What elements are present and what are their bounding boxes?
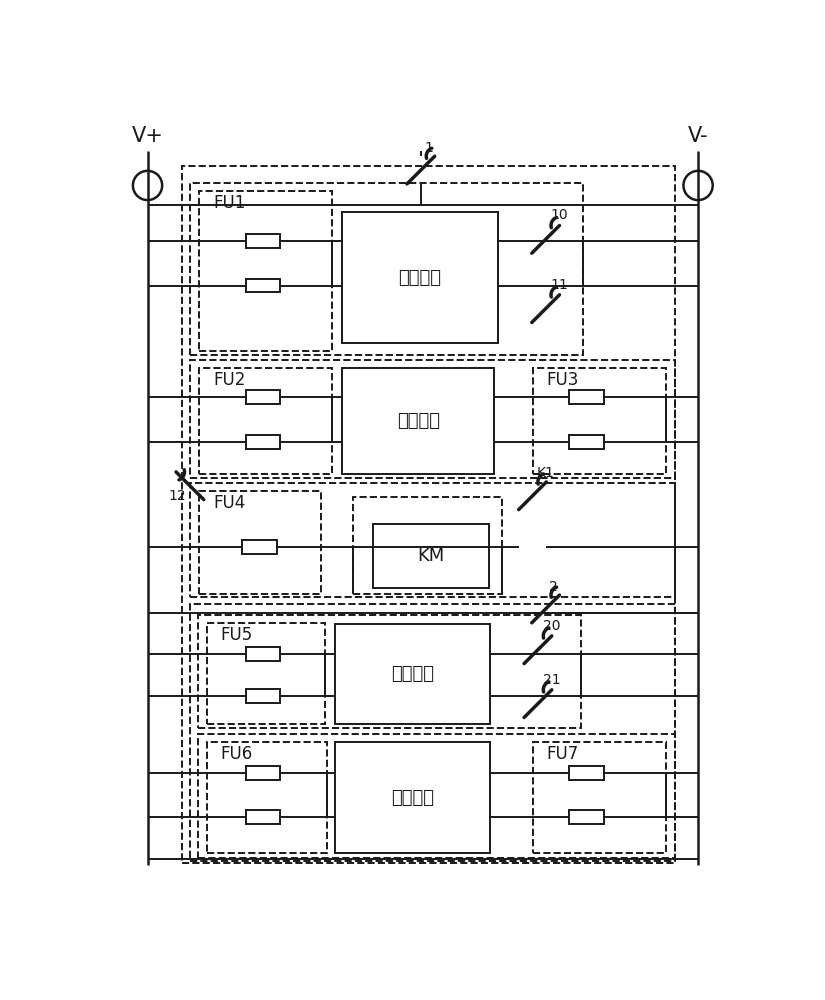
Bar <box>242 540 276 554</box>
Bar <box>207 623 324 724</box>
Text: 21: 21 <box>543 673 560 687</box>
Bar <box>199 368 332 474</box>
Bar <box>199 491 321 594</box>
Bar <box>533 368 666 474</box>
Ellipse shape <box>133 171 163 200</box>
Text: 11: 11 <box>550 278 568 292</box>
Text: FU1: FU1 <box>213 194 245 212</box>
Bar <box>246 766 280 780</box>
Text: 12: 12 <box>168 489 186 503</box>
Text: 四类负载: 四类负载 <box>391 789 434 807</box>
Text: FU2: FU2 <box>213 371 245 389</box>
Bar <box>246 279 280 292</box>
Text: 一类负载: 一类负载 <box>398 269 441 287</box>
Bar <box>198 734 675 858</box>
Bar <box>182 166 675 863</box>
Bar <box>246 689 280 703</box>
Bar <box>246 810 280 824</box>
Text: FU3: FU3 <box>546 371 579 389</box>
Ellipse shape <box>683 171 713 200</box>
Bar <box>569 766 604 780</box>
Text: FU6: FU6 <box>221 745 253 763</box>
Text: 三类负载: 三类负载 <box>391 665 434 683</box>
Bar <box>335 624 490 724</box>
Bar <box>569 390 604 404</box>
Text: FU5: FU5 <box>221 626 253 644</box>
Bar <box>246 647 280 661</box>
Text: V-: V- <box>688 126 709 146</box>
Text: V+: V+ <box>132 126 163 146</box>
Bar <box>569 810 604 824</box>
Text: 2: 2 <box>549 580 559 594</box>
Text: K1: K1 <box>536 466 554 480</box>
Bar <box>246 435 280 449</box>
Text: 1: 1 <box>425 141 434 155</box>
Bar <box>342 212 497 343</box>
Bar <box>190 360 675 478</box>
Bar <box>342 368 494 474</box>
Bar <box>190 183 582 355</box>
Text: 二类负载: 二类负载 <box>397 412 440 430</box>
Bar <box>198 615 581 728</box>
Bar <box>199 191 332 351</box>
Bar <box>373 524 488 588</box>
Text: KM: KM <box>417 547 445 565</box>
Bar <box>246 234 280 248</box>
Bar <box>533 742 666 853</box>
Text: FU4: FU4 <box>213 494 245 512</box>
Bar <box>207 742 327 853</box>
Text: 20: 20 <box>543 619 560 633</box>
Bar <box>246 390 280 404</box>
Bar <box>569 435 604 449</box>
Bar <box>190 604 675 861</box>
Bar <box>353 497 502 594</box>
Bar <box>190 483 675 597</box>
Text: FU7: FU7 <box>546 745 578 763</box>
Bar <box>335 742 490 853</box>
Text: 10: 10 <box>550 208 568 222</box>
